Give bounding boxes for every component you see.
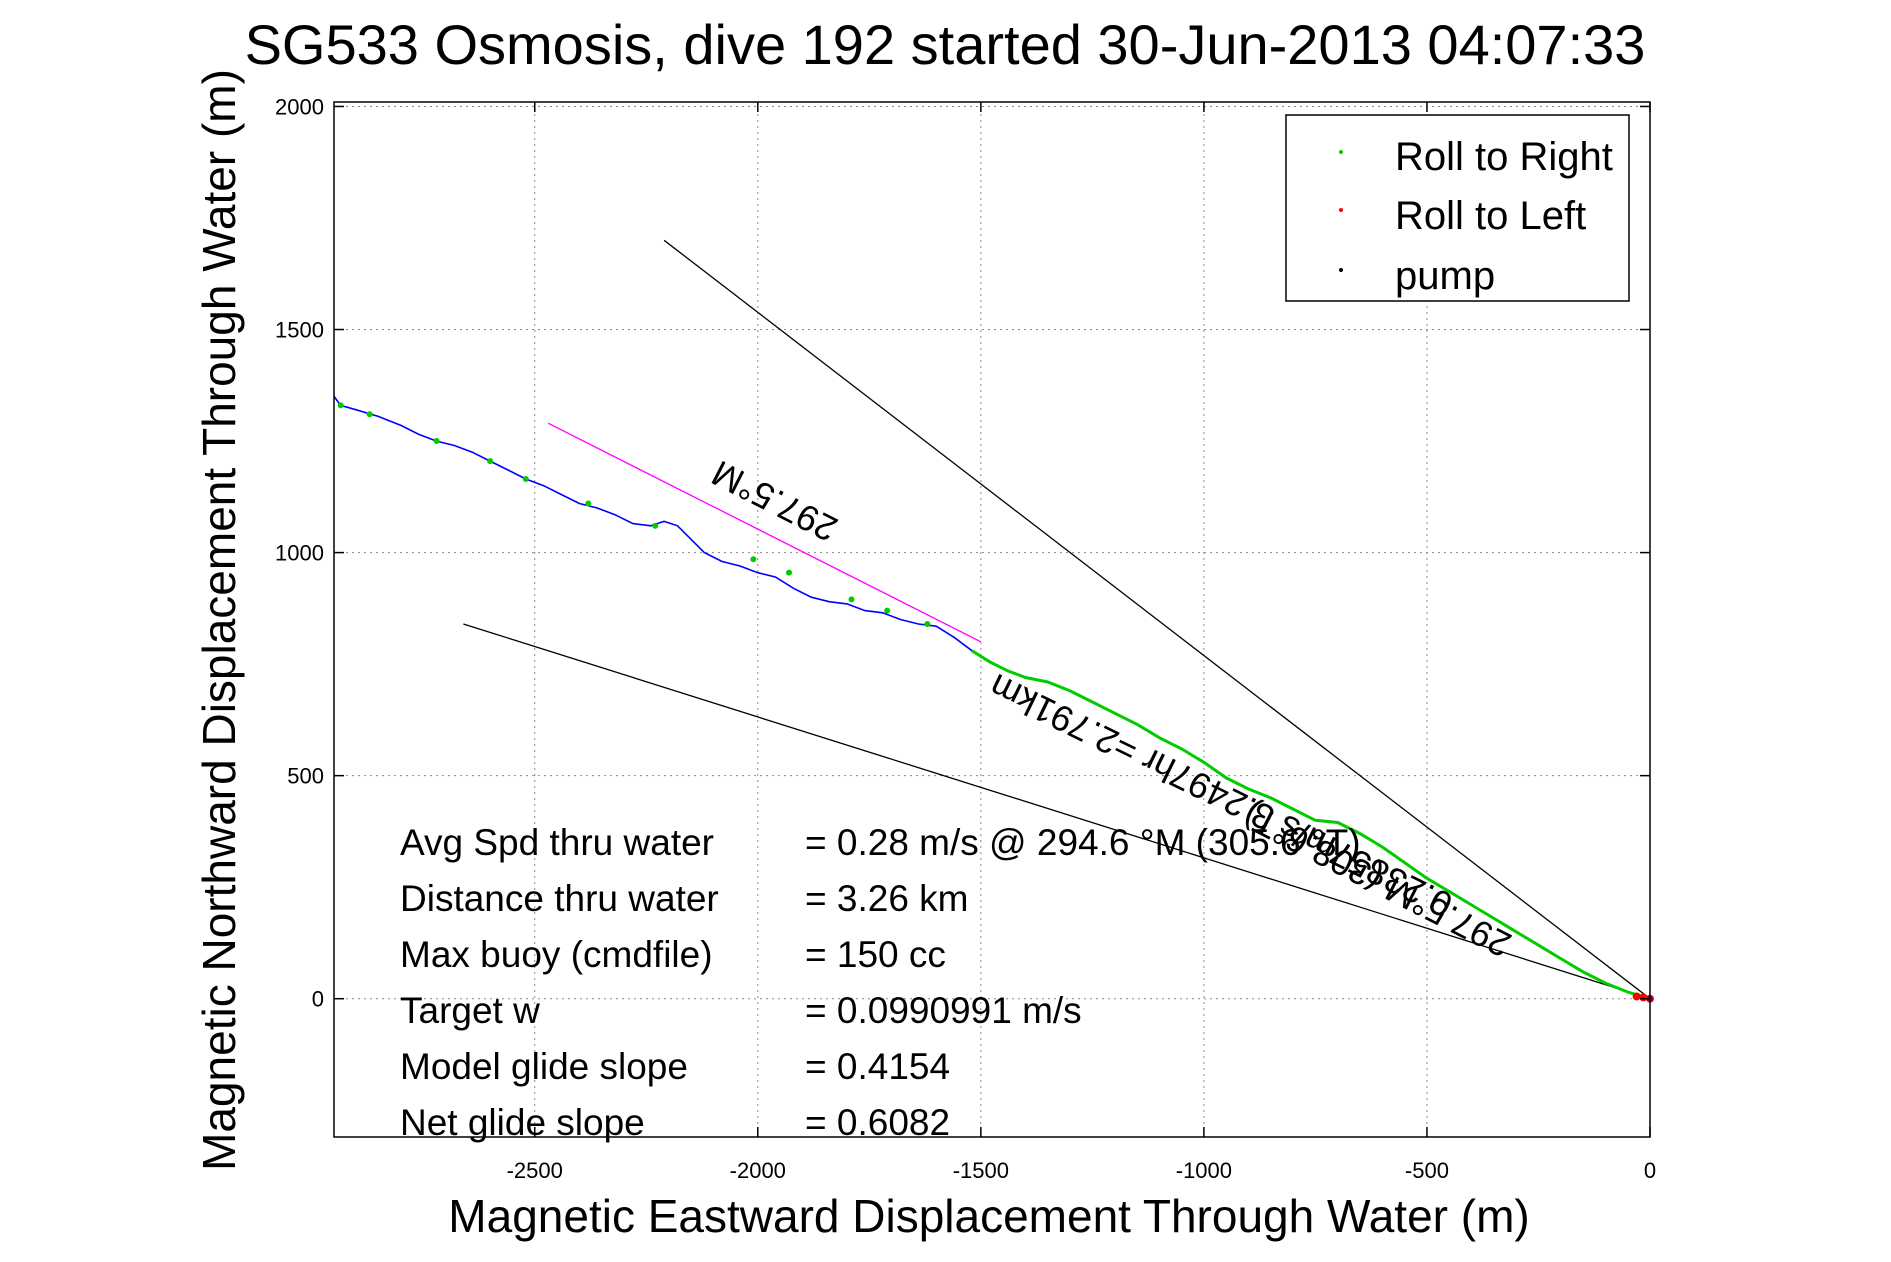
x-tick-label: -1500 <box>953 1158 1009 1183</box>
legend-label-roll-right: Roll to Right <box>1395 135 1613 179</box>
roll-left-point <box>1639 993 1648 1002</box>
stat-label-net-glide: Net glide slope <box>400 1102 645 1143</box>
track-layer <box>333 395 1651 1001</box>
legend-marker-pump <box>1339 268 1343 272</box>
roll-right-point <box>433 438 440 445</box>
stat-label-target-w: Target w <box>400 990 540 1031</box>
stat-value-distance: = 3.26 km <box>805 878 969 919</box>
roll-right-point <box>786 569 793 576</box>
y-tick-label: 1500 <box>275 318 324 343</box>
roll-left-point <box>1632 992 1641 1001</box>
x-tick-label: -2500 <box>507 1158 563 1183</box>
y-tick-label: 0 <box>312 987 324 1012</box>
legend-box <box>1285 114 1630 302</box>
roll-right-point <box>848 596 855 603</box>
legend-label-roll-left: Roll to Left <box>1395 194 1586 238</box>
reference-line <box>547 422 982 643</box>
legend-label-pump: pump <box>1395 254 1495 298</box>
roll-right-point <box>652 522 659 529</box>
x-tick-label: -500 <box>1405 1158 1449 1183</box>
stat-value-target-w: = 0.0990991 m/s <box>805 990 1082 1031</box>
y-tick-label: 500 <box>287 764 324 789</box>
legend-marker-roll-left <box>1339 208 1343 212</box>
tick-layer: -2500 -2000 -1500 -1000 -500 0 0 500 1000 1500 200… <box>275 94 1656 1183</box>
plot-area-frame <box>333 101 1651 1138</box>
stat-value-max-buoy: = 150 cc <box>805 934 946 975</box>
stat-label-avg-speed: Avg Spd thru water <box>400 822 714 863</box>
stat-value-model-glide: = 0.4154 <box>805 1046 950 1087</box>
x-axis-label: Magnetic Eastward Displacement Through W… <box>448 1190 1529 1242</box>
roll-right-point <box>924 620 931 627</box>
marker-layer <box>337 402 1654 1003</box>
stat-value-avg-speed: = 0.28 m/s @ 294.6 °M (305.6 °T) <box>805 822 1361 863</box>
stat-label-max-buoy: Max buoy (cmdfile) <box>400 934 713 975</box>
roll-right-segment <box>971 649 1651 1001</box>
reference-lines <box>463 239 1651 1000</box>
legend-marker-roll-right <box>1339 150 1343 154</box>
x-tick-label: -2000 <box>730 1158 786 1183</box>
y-tick-label: 2000 <box>275 94 324 119</box>
x-tick-label: 0 <box>1644 1158 1656 1183</box>
y-axis-label: Magnetic Northward Displacement Through … <box>193 69 245 1171</box>
roll-right-point <box>337 402 344 409</box>
x-tick-label: -1000 <box>1176 1158 1232 1183</box>
roll-right-point <box>585 500 592 507</box>
roll-right-point <box>366 411 373 418</box>
stat-value-net-glide: = 0.6082 <box>805 1102 950 1143</box>
chart-title: SG533 Osmosis, dive 192 started 30-Jun-2… <box>245 13 1646 76</box>
y-tick-label: 1000 <box>275 541 324 566</box>
roll-right-point <box>750 556 757 563</box>
reference-line <box>663 239 1651 1000</box>
reference-line <box>463 623 1651 1000</box>
stat-label-distance: Distance thru water <box>400 878 719 919</box>
stat-label-model-glide: Model glide slope <box>400 1046 688 1087</box>
roll-right-point <box>487 458 494 465</box>
roll-right-point <box>884 607 891 614</box>
roll-right-point <box>522 475 529 482</box>
stats-block: Avg Spd thru water = 0.28 m/s @ 294.6 °M… <box>400 822 1361 1143</box>
legend: Roll to Right Roll to Left pump <box>1285 114 1630 302</box>
